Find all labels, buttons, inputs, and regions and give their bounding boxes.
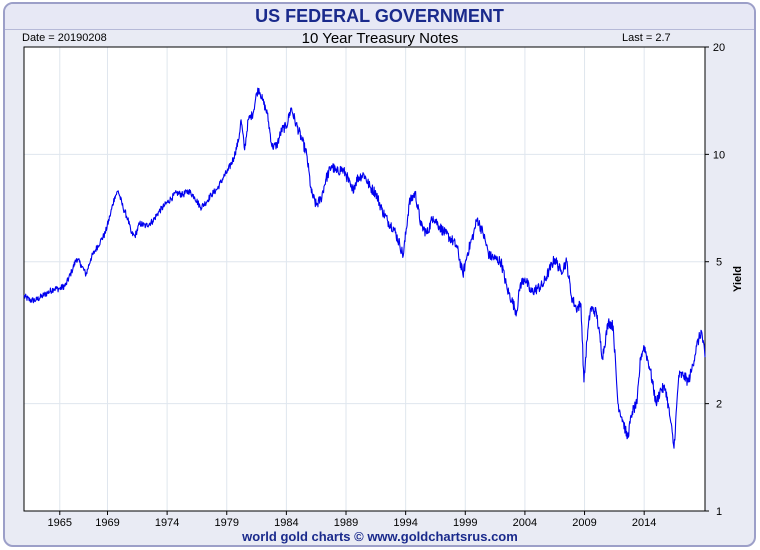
x-tick-label: 2004 xyxy=(513,517,537,529)
x-tick-label: 2009 xyxy=(572,517,596,529)
last-value-label: Last = 2.7 xyxy=(622,32,671,44)
y-tick-label: 10 xyxy=(713,149,725,161)
chart-title: US FEDERAL GOVERNMENT xyxy=(255,6,504,26)
y-axis-label: Yield xyxy=(732,266,744,292)
chart-subtitle: 10 Year Treasury Notes xyxy=(301,30,459,47)
plot-border xyxy=(23,46,706,512)
x-tick-label: 1999 xyxy=(453,517,477,529)
x-tick-label: 1979 xyxy=(215,517,239,529)
x-tick-label: 1984 xyxy=(274,517,298,529)
y-tick-label: 5 xyxy=(716,257,722,269)
y-tick-label: 1 xyxy=(716,506,722,518)
x-tick-label: 1965 xyxy=(48,517,72,529)
yield-series-line xyxy=(23,87,706,449)
y-tick-label: 20 xyxy=(713,42,725,54)
x-tick-label: 1994 xyxy=(393,517,417,529)
title-bar: US FEDERAL GOVERNMENT xyxy=(5,4,754,30)
x-tick-label: 1989 xyxy=(334,517,358,529)
x-tick-label: 1969 xyxy=(95,517,119,529)
plot-area xyxy=(23,46,706,512)
x-tick-label: 1974 xyxy=(155,517,179,529)
y-tick-label: 2 xyxy=(716,399,722,411)
footer-credit: world gold charts © www.goldchartsrus.co… xyxy=(242,529,518,544)
x-tick-label: 2014 xyxy=(632,517,656,529)
date-label: Date = 20190208 xyxy=(22,32,107,44)
